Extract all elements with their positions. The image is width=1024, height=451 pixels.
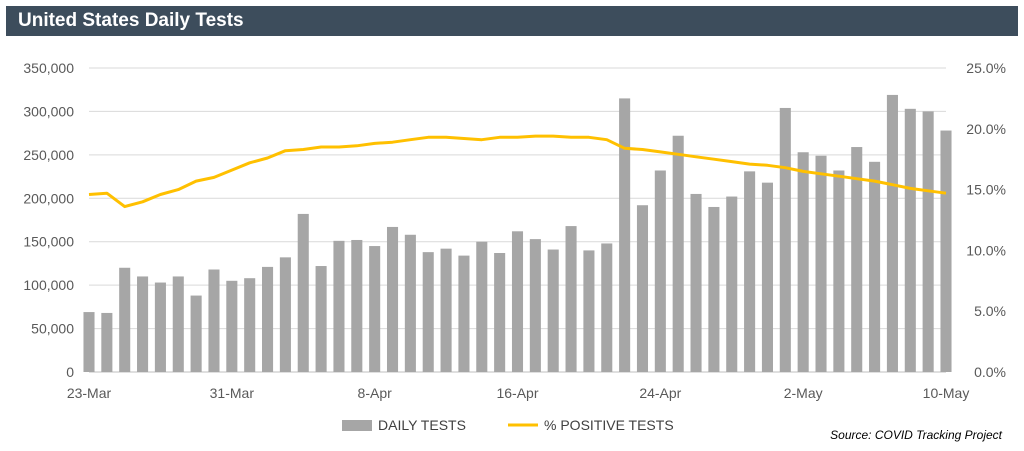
bar — [333, 240, 345, 372]
bar — [601, 243, 613, 372]
x-tick-label: 31-Mar — [210, 385, 255, 401]
bar — [244, 278, 256, 372]
bar-series — [83, 94, 952, 373]
y-right-tick-label: 5.0% — [974, 303, 1006, 319]
bar — [869, 161, 881, 372]
line-series — [88, 134, 947, 209]
bar — [744, 171, 756, 372]
y-left-tick-label: 350,000 — [23, 60, 74, 76]
bar — [119, 267, 131, 372]
bar — [172, 276, 184, 372]
y-left-tick-label: 0 — [66, 364, 74, 380]
source-note: Source: COVID Tracking Project — [830, 428, 1002, 442]
positive-rate-line — [88, 134, 947, 209]
legend-swatch-daily-tests — [342, 420, 372, 431]
x-tick-label: 24-Apr — [639, 385, 681, 401]
bar — [511, 231, 524, 372]
bar — [351, 239, 363, 372]
bar — [672, 135, 684, 372]
bar — [404, 234, 416, 372]
bar — [708, 206, 720, 372]
bar — [815, 155, 827, 372]
right-axis: 0.0% 5.0% 10.0% 15.0% 20.0% 25.0% — [966, 60, 1006, 380]
bar — [797, 152, 809, 372]
bar — [886, 94, 898, 372]
bar — [690, 193, 702, 372]
bar — [154, 282, 166, 372]
bar — [83, 312, 95, 372]
bar — [226, 280, 238, 372]
y-right-tick-label: 0.0% — [974, 364, 1006, 380]
bar — [940, 130, 952, 372]
bar — [208, 269, 220, 372]
x-tick-label: 23-Mar — [67, 385, 112, 401]
bar — [547, 249, 559, 372]
bar — [369, 246, 381, 372]
bar — [529, 239, 541, 372]
x-tick-label: 2-May — [784, 385, 823, 401]
bar — [494, 253, 506, 372]
y-right-tick-label: 20.0% — [966, 121, 1006, 137]
bar — [565, 226, 577, 372]
y-left-tick-label: 150,000 — [23, 234, 74, 250]
y-left-tick-label: 50,000 — [31, 321, 74, 337]
x-tick-label: 16-Apr — [496, 385, 538, 401]
bar — [833, 170, 845, 372]
header-bar: United States Daily Tests — [6, 6, 1018, 36]
y-right-tick-label: 25.0% — [966, 60, 1006, 76]
bar — [190, 295, 202, 372]
bar — [904, 108, 916, 372]
bar — [476, 241, 488, 372]
bar — [779, 107, 791, 372]
bar — [636, 205, 649, 372]
bar — [619, 98, 631, 373]
bar — [440, 248, 452, 372]
bar — [654, 170, 666, 372]
bar — [583, 250, 595, 372]
y-left-tick-label: 100,000 — [23, 277, 74, 293]
x-axis: 23-Mar 31-Mar 8-Apr 16-Apr 24-Apr 2-May 10-May — [67, 385, 970, 401]
y-left-tick-label: 300,000 — [23, 103, 74, 119]
page-title: United States Daily Tests — [18, 10, 244, 31]
y-right-tick-label: 15.0% — [966, 182, 1006, 198]
x-tick-label: 8-Apr — [358, 385, 393, 401]
bar — [262, 266, 274, 372]
legend-label-positive-tests: % POSITIVE TESTS — [544, 417, 674, 433]
legend: DAILY TESTS % POSITIVE TESTS — [342, 417, 674, 433]
bar — [101, 312, 113, 372]
bar — [137, 276, 149, 372]
left-axis: 0 50,000 100,000 150,000 200,000 250,000 300,0… — [23, 60, 74, 380]
bar — [458, 255, 470, 372]
y-left-tick-label: 200,000 — [23, 190, 74, 206]
y-left-tick-label: 250,000 — [23, 147, 74, 163]
legend-label-daily-tests: DAILY TESTS — [378, 417, 466, 433]
bar — [297, 213, 309, 372]
bar — [726, 196, 738, 372]
bar — [922, 111, 934, 372]
bar — [386, 226, 399, 372]
bar — [422, 252, 434, 372]
bar — [851, 147, 863, 372]
bar — [279, 257, 291, 372]
bar — [761, 182, 773, 372]
y-right-tick-label: 10.0% — [966, 242, 1006, 258]
x-tick-label: 10-May — [923, 385, 970, 401]
bar — [315, 266, 327, 372]
